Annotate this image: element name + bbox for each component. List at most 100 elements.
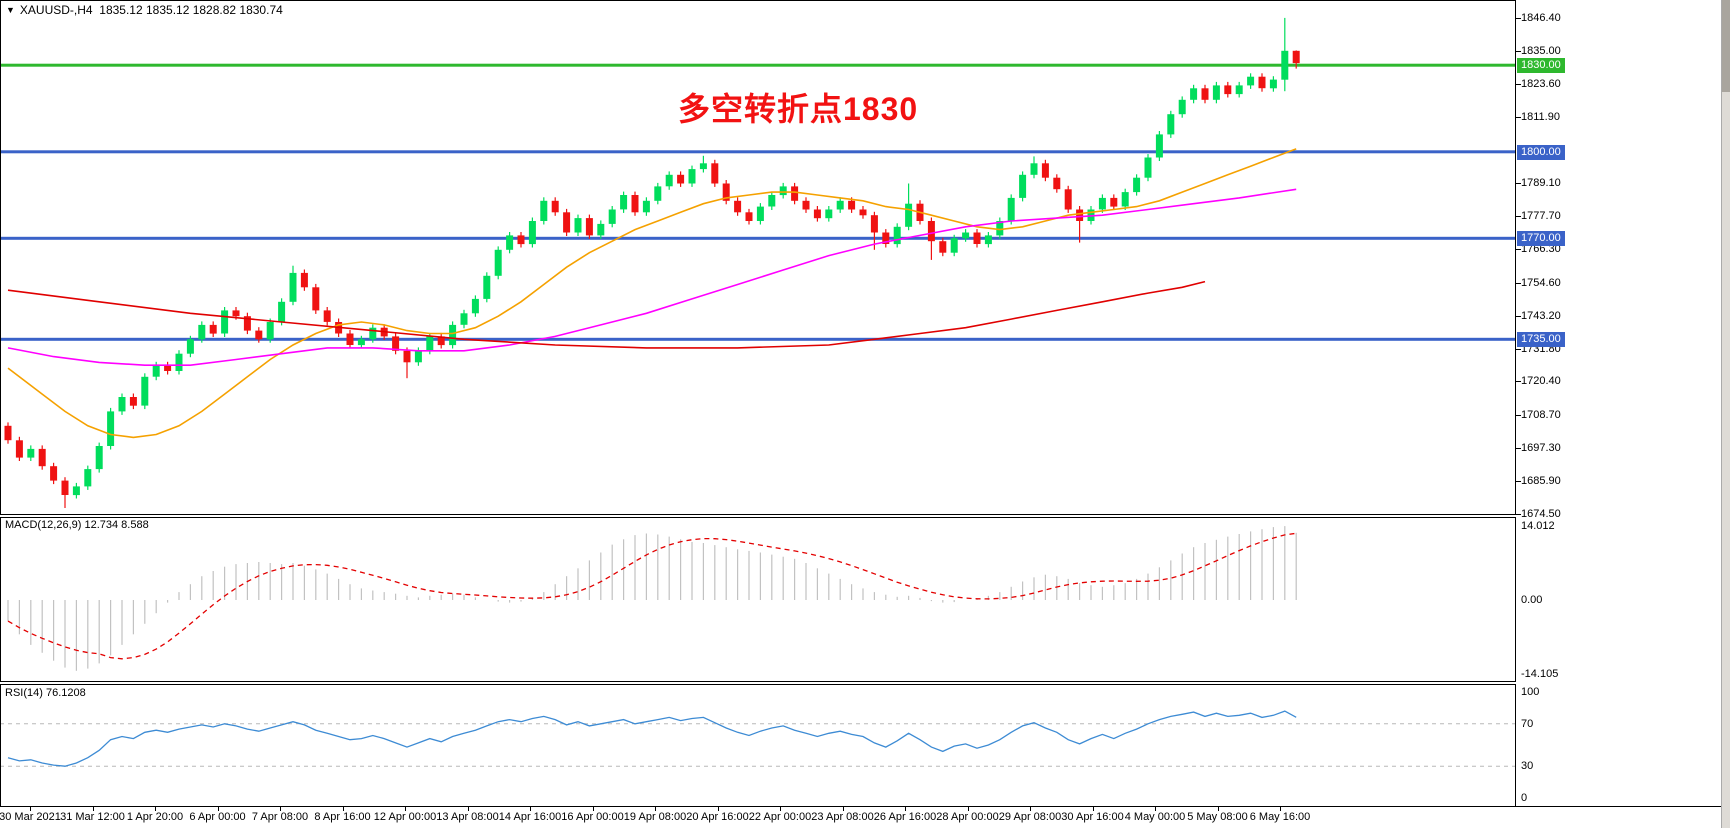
moving-averages-layer — [7, 148, 1297, 439]
price-axis-label: 1823.60 — [1521, 78, 1561, 90]
time-axis-label: 31 Mar 12:00 — [60, 811, 125, 823]
price-axis-label: 1754.60 — [1521, 277, 1561, 289]
price-level-label: 1770.00 — [1517, 231, 1565, 246]
price-axis-label: 1846.40 — [1521, 12, 1561, 24]
time-axis-label: 23 Apr 08:00 — [811, 811, 874, 823]
time-axis-label: 7 Apr 08:00 — [251, 811, 309, 823]
time-axis-tick — [1092, 807, 1094, 811]
vertical-scrollbar[interactable] — [1721, 0, 1730, 828]
price-axis-label: 1697.30 — [1521, 442, 1561, 454]
time-axis-label: 22 Apr 00:00 — [748, 811, 812, 823]
time-axis-label: 12 Apr 00:00 — [373, 811, 437, 823]
collapse-triangle-icon[interactable]: ▼ — [6, 5, 15, 15]
time-axis-tick — [1280, 807, 1281, 811]
price-level-label: 1800.00 — [1517, 145, 1565, 160]
time-axis-label: 20 Apr 16:00 — [686, 811, 749, 823]
time-axis-label: 30 Apr 16:00 — [1061, 811, 1124, 823]
price-axis-tick — [1516, 481, 1521, 482]
ma-orange — [7, 148, 1297, 439]
macd-panel[interactable] — [0, 517, 1516, 681]
price-chart-panel[interactable] — [0, 0, 1516, 514]
rsi-axis-label: 70 — [1521, 718, 1534, 730]
time-axis-tick — [842, 807, 844, 811]
main-macd-separator[interactable] — [0, 514, 1516, 518]
time-axis-tick — [1217, 807, 1219, 811]
time-axis-label: 14 Apr 16:00 — [498, 811, 562, 823]
time-axis-label: 6 Apr 00:00 — [189, 811, 246, 823]
price-axis-label: 1720.40 — [1521, 375, 1561, 387]
time-axis-tick — [155, 807, 156, 811]
time-axis-label: 16 Apr 00:00 — [561, 811, 624, 823]
price-axis-label: 1685.90 — [1521, 475, 1561, 487]
price-axis-tick — [1516, 216, 1521, 217]
price-axis-tick — [1516, 249, 1521, 250]
price-axis-label: 1743.20 — [1521, 310, 1561, 322]
price-axis-tick — [1516, 117, 1521, 118]
price-axis-tick — [1516, 316, 1521, 317]
turning-point-annotation[interactable]: 多空转折点1830 — [678, 91, 919, 127]
time-axis-tick — [92, 807, 94, 811]
chart-top-border — [0, 0, 1516, 1]
time-axis-tick — [280, 807, 281, 811]
time-axis-tick — [467, 807, 469, 811]
time-axis-label: 5 May 08:00 — [1187, 811, 1248, 823]
price-axis-tick — [1516, 514, 1521, 515]
ma-magenta — [7, 188, 1297, 366]
price-axis-tick — [1516, 51, 1521, 52]
time-axis-tick — [1030, 807, 1031, 811]
price-axis-tick — [1516, 349, 1521, 350]
macd-rsi-separator[interactable] — [0, 681, 1516, 685]
ma-red — [7, 280, 1206, 349]
symbol-period-label: XAUUSD-,H4 — [19, 3, 93, 17]
chart-left-border — [0, 0, 1, 806]
time-axis-tick — [592, 807, 594, 811]
time-axis-tick — [780, 807, 781, 811]
price-axis-tick — [1516, 415, 1521, 416]
time-axis-label: 1 Apr 20:00 — [126, 811, 184, 823]
macd-axis-label: 0.00 — [1521, 594, 1543, 606]
price-axis-tick — [1516, 84, 1521, 85]
time-axis-tick — [342, 807, 344, 811]
time-axis-label: 28 Apr 00:00 — [936, 811, 999, 823]
time-axis-label: 30 Mar 2021 — [0, 811, 61, 823]
price-level-label: 1735.00 — [1517, 332, 1565, 347]
time-axis-label: 8 Apr 16:00 — [314, 811, 371, 823]
price-axis-label: 1789.10 — [1521, 177, 1561, 189]
time-axis-tick — [30, 807, 31, 811]
rsi-panel[interactable] — [0, 684, 1516, 806]
price-axis-label: 1811.90 — [1521, 111, 1560, 123]
macd-indicator-label: MACD(12,26,9) 12.734 8.588 — [5, 519, 149, 531]
candles-layer — [4, 17, 1300, 508]
price-axis-tick — [1516, 381, 1521, 382]
price-axis-label: 1835.00 — [1521, 45, 1561, 57]
time-axis-label: 13 Apr 08:00 — [436, 811, 499, 823]
price-level-label: 1830.00 — [1517, 58, 1565, 73]
time-axis-label: 29 Apr 08:00 — [998, 811, 1062, 823]
time-axis-tick — [405, 807, 406, 811]
price-axis-label: 1708.70 — [1521, 409, 1561, 421]
macd-axis-label: 14.012 — [1521, 520, 1555, 532]
time-axis-label: 4 May 00:00 — [1124, 811, 1186, 823]
rsi-axis-label: 30 — [1521, 760, 1534, 772]
horizontal-lines-layer — [0, 63, 1516, 341]
price-axis-label: 1766.30 — [1521, 243, 1561, 255]
time-axis-tick — [1155, 807, 1156, 811]
time-axis-tick — [217, 807, 219, 811]
time-axis-label: 6 May 16:00 — [1249, 811, 1311, 823]
time-axis-border — [0, 806, 1730, 807]
time-axis-label: 26 Apr 16:00 — [873, 811, 937, 823]
rsi-indicator-label: RSI(14) 76.1208 — [5, 687, 86, 699]
price-axis-label: 1777.70 — [1521, 210, 1561, 222]
chart-title: ▼ XAUUSD-,H4 1835.12 1835.12 1828.82 1830… — [6, 3, 283, 17]
time-axis-tick — [530, 807, 531, 811]
price-axis-border — [1515, 0, 1516, 806]
price-axis-tick — [1516, 183, 1521, 184]
scrollbar-thumb[interactable] — [1722, 0, 1730, 92]
rsi-line — [7, 710, 1297, 767]
time-axis-tick — [717, 807, 719, 811]
time-axis-label: 19 Apr 08:00 — [623, 811, 687, 823]
price-axis-label: 1674.50 — [1521, 508, 1561, 520]
macd-histogram-layer — [7, 526, 1297, 671]
price-axis-tick — [1516, 18, 1521, 19]
rsi-axis-label: 100 — [1521, 686, 1540, 698]
